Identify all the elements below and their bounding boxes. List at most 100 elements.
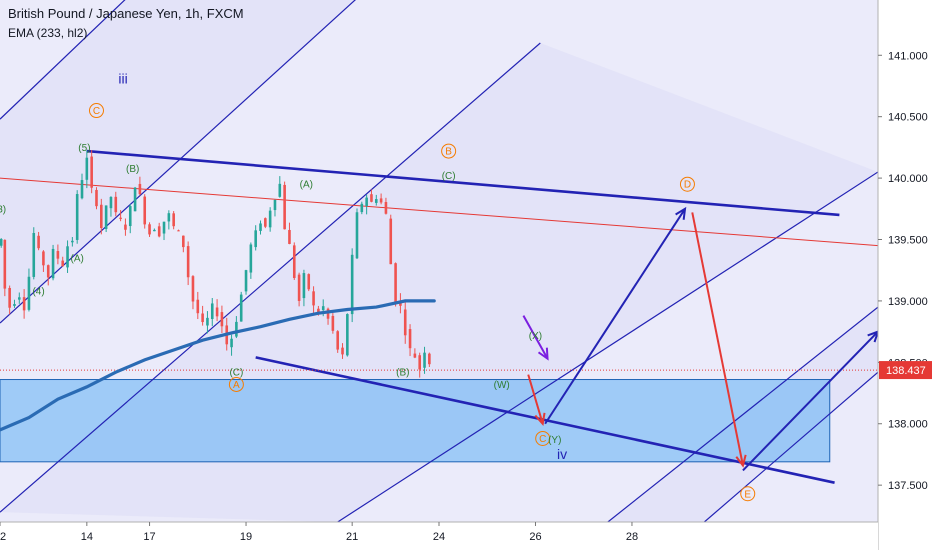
- wave-label: E: [744, 489, 751, 500]
- candle-body: [133, 187, 137, 212]
- candle-body: [177, 230, 180, 232]
- x-tick-label: 28: [626, 531, 638, 543]
- candle-body: [379, 198, 383, 203]
- candle-body: [215, 307, 219, 317]
- candle-body: [201, 313, 204, 323]
- zone-rectangle: [0, 379, 831, 463]
- candle-body: [138, 183, 142, 195]
- candle-body: [51, 248, 55, 279]
- wave-label: B: [445, 147, 452, 158]
- x-tick-label: 12: [0, 531, 6, 543]
- wave-label: (X): [529, 331, 542, 342]
- wave-label: (A): [71, 253, 84, 264]
- wave-circle: [679, 176, 695, 192]
- candle-body: [8, 287, 11, 308]
- candle-body: [95, 189, 98, 207]
- candle-body: [365, 197, 368, 206]
- arrow-shaft: [522, 315, 549, 360]
- channel-line: [607, 306, 878, 522]
- candle-body: [264, 218, 267, 227]
- y-tick-label: 139.500: [888, 235, 928, 247]
- candle-body: [331, 315, 335, 331]
- candle-body: [244, 270, 248, 292]
- x-tick-label: 26: [529, 531, 541, 543]
- wave-label: C: [93, 106, 100, 117]
- candle-body: [355, 212, 359, 259]
- x-tick-label: 21: [346, 531, 358, 543]
- candle-body: [119, 217, 122, 219]
- arrow-head: [675, 206, 687, 220]
- candle-body: [3, 239, 7, 289]
- time-axis[interactable]: [0, 522, 878, 550]
- wave-label: D: [684, 180, 691, 191]
- current-price-group: 138.437: [879, 361, 932, 380]
- demand-zone: [0, 379, 831, 463]
- candle-body: [71, 240, 74, 243]
- projection-arrows: [522, 206, 878, 472]
- candle-body: [66, 246, 69, 268]
- current-price-badge: [879, 361, 932, 380]
- wave-labels: (3)(4)(A)(5)Ciii(B)(C)A(A)(B)B(C)(X)(W)C…: [0, 70, 756, 502]
- x-tick-label: 19: [240, 531, 252, 543]
- candle-body: [239, 294, 243, 322]
- arrow-head: [867, 330, 878, 343]
- candle-body: [399, 301, 402, 306]
- candle-body: [42, 251, 45, 266]
- red-trend-line: [0, 177, 878, 247]
- candle-body: [37, 235, 40, 249]
- candle-body: [403, 309, 407, 336]
- candle-body: [288, 229, 291, 244]
- wave-label: (C): [229, 368, 243, 379]
- candle-body: [100, 204, 103, 229]
- candle-body: [370, 194, 373, 202]
- wave-circle: [228, 376, 244, 392]
- y-tick-label: 140.000: [888, 173, 928, 185]
- x-tick-label: 14: [81, 531, 93, 543]
- candle-body: [27, 276, 31, 310]
- candle-body: [13, 304, 16, 306]
- candle-body: [321, 306, 325, 311]
- candle-body: [56, 251, 60, 259]
- wave-label: (A): [300, 180, 313, 191]
- candle-body: [109, 196, 113, 209]
- candle-body: [172, 213, 175, 227]
- candle-body: [148, 224, 151, 235]
- wave-label: iv: [557, 446, 567, 462]
- wave-label: (Y): [548, 435, 561, 446]
- candle-body: [124, 224, 127, 230]
- candle-body: [249, 244, 253, 273]
- current-price-value: 138.437: [886, 365, 926, 377]
- candle-body: [297, 274, 301, 301]
- x-tick-label: 24: [433, 531, 445, 543]
- support-line: [255, 356, 835, 484]
- wave-label: (W): [494, 380, 510, 391]
- candle-body: [196, 299, 200, 314]
- candle-body: [302, 273, 306, 299]
- candle-body: [210, 303, 214, 320]
- wave-label: (C): [442, 171, 456, 182]
- x-tick-labels: 12 14 17 19 21 24 26 28: [0, 522, 638, 543]
- wave-label: (4): [32, 287, 44, 298]
- indicator-legend: EMA (233, hl2): [8, 26, 88, 40]
- candles: [0, 150, 431, 378]
- candle-body: [326, 308, 330, 319]
- candle-body: [389, 218, 393, 265]
- wave-label: (B): [126, 164, 139, 175]
- candle-body: [336, 331, 339, 350]
- price-axis[interactable]: [878, 0, 932, 550]
- channel-line: [337, 171, 878, 522]
- channel-band: [0, 42, 878, 522]
- candle-body: [273, 199, 277, 211]
- ema-line: [0, 299, 436, 432]
- channel-line: [703, 371, 878, 522]
- resistance-line: [86, 149, 840, 217]
- arrow-head: [534, 412, 546, 426]
- candle-body: [413, 353, 417, 358]
- candle-body: [394, 263, 397, 304]
- candle-body: [292, 245, 296, 278]
- candle-body: [162, 221, 166, 234]
- wave-label: (5): [78, 143, 90, 154]
- candle-body: [157, 226, 161, 237]
- candle-body: [317, 308, 320, 315]
